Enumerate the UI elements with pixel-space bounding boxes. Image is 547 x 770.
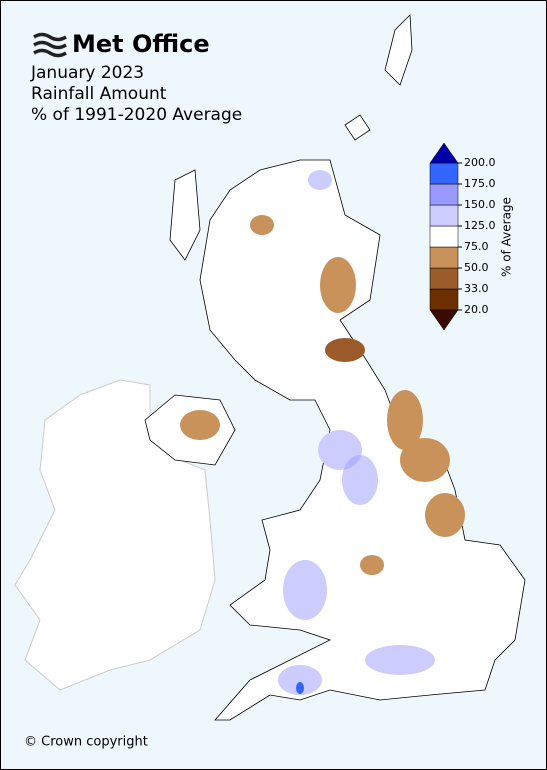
colorbar-segment [429,246,459,269]
colorbar-segment [429,225,459,248]
colorbar-label: % of Average [500,197,514,277]
colorbar-tick-label: 175.0 [464,177,496,190]
title-line: January 2023 [30,63,144,83]
colorbar-tick-label: 33.0 [464,282,489,295]
colorbar-tick-label: 150.0 [464,198,496,211]
title-line: Rainfall Amount [31,84,167,104]
rainfall-anomaly-areas [180,170,465,695]
colorbar-tick-label: 75.0 [464,240,489,253]
colorbar-segment [429,288,459,311]
colorbar-segment [429,162,459,185]
colorbar-segment [429,183,459,206]
title-line: % of 1991-2020 Average [31,105,242,125]
colorbar-tick-label: 125.0 [464,219,496,232]
logo-mark [33,32,67,58]
copyright: © Crown copyright [24,735,148,750]
colorbar-segment [429,267,459,290]
ireland [14,379,216,691]
colorbar-tick-label: 20.0 [464,303,489,316]
colorbar: 20.0 33.0 50.0 75.0 125.0 150.0 175.0 200.0 [429,142,496,331]
colorbar-over [429,142,459,164]
colorbar-tick-label: 200.0 [464,156,496,169]
colorbar-under [429,309,459,331]
colorbar-tick-label: 50.0 [464,261,489,274]
colorbar-segment [429,204,459,227]
great-britain [144,14,526,721]
logo-text: Met Office [72,30,210,58]
